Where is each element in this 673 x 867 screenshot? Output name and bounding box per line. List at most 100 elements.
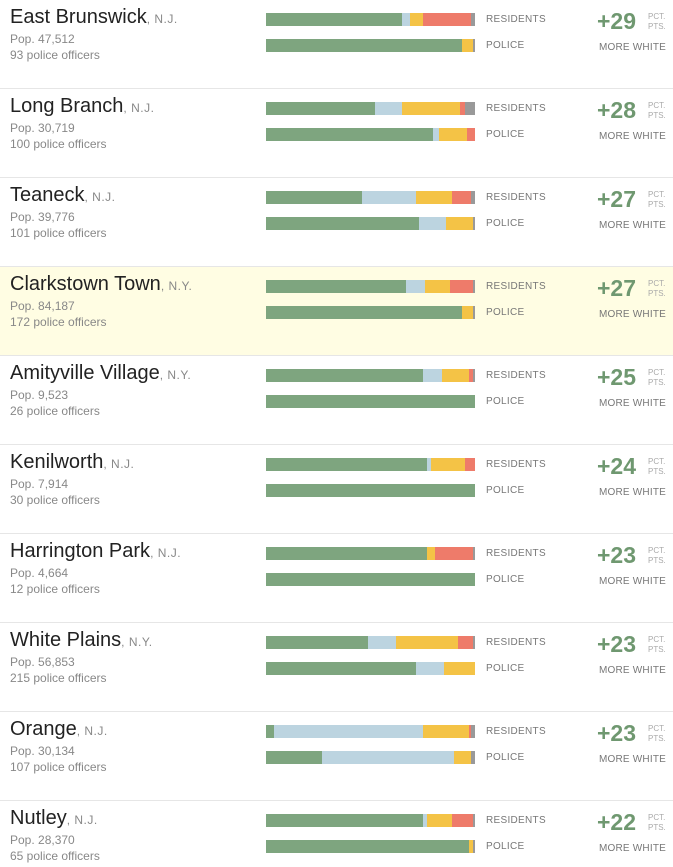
difference-value: +23 [597,720,637,746]
residents-segment-white [266,725,275,738]
residents-bar [266,636,475,649]
difference-value: +27 [597,186,637,212]
population-label: Pop. 4,664 [10,566,69,580]
officers-label: 107 police officers [10,760,107,774]
police-label: POLICE [486,396,525,407]
police-segment-white [266,840,469,853]
officers-label: 26 police officers [10,404,100,418]
officers-label: 101 police officers [10,226,107,240]
police-bar [266,484,475,497]
police-bar [266,306,475,319]
residents-label: RESIDENTS [486,637,546,648]
police-segment-hispanic [439,128,467,141]
unit-label: PCT. PTS. [648,368,666,387]
police-segment-asian [466,128,475,141]
residents-segment-black [426,458,432,471]
police-segment-white [266,128,434,141]
town-state: , N.J. [76,724,108,738]
police-label: POLICE [486,129,525,140]
residents-bar [266,547,475,560]
officers-label: 215 police officers [10,671,107,685]
population-label: Pop. 30,134 [10,744,75,758]
police-label: POLICE [486,574,525,585]
police-segment-hispanic [462,306,473,319]
residents-segment-hispanic [426,547,436,560]
residents-bar [266,814,475,827]
residents-bar [266,725,475,738]
population-label: Pop. 56,853 [10,655,75,669]
police-segment-black [418,217,446,230]
more-white-label: MORE WHITE [599,487,666,498]
town-name: East Brunswick [10,6,147,28]
officers-label: 172 police officers [10,315,107,329]
unit-label: PCT. PTS. [648,813,666,832]
unit-label: PCT. PTS. [648,190,666,209]
residents-segment-hispanic [422,725,469,738]
police-segment-hispanic [443,662,475,675]
more-white-label: MORE WHITE [599,843,666,854]
residents-segment-other [470,725,475,738]
police-segment-white [266,484,475,497]
town-row: Nutley, N.J. Pop. 28,370 65 police offic… [0,801,673,867]
town-row: East Brunswick, N.J. Pop. 47,512 93 poli… [0,0,673,89]
residents-segment-black [406,280,425,293]
residents-segment-other [472,547,475,560]
police-label: POLICE [486,307,525,318]
police-segment-other [472,840,475,853]
more-white-label: MORE WHITE [599,754,666,765]
residents-label: RESIDENTS [486,192,546,203]
residents-bar [266,369,475,382]
population-label: Pop. 47,512 [10,32,75,46]
residents-label: RESIDENTS [486,14,546,25]
difference-value: +25 [597,364,637,390]
police-label: POLICE [486,218,525,229]
difference-value: +23 [597,631,637,657]
police-segment-black [322,751,455,764]
unit-label: PCT. PTS. [648,12,666,31]
residents-segment-white [266,13,402,26]
police-bar [266,217,475,230]
difference-value: +28 [597,97,637,123]
town-row: Long Branch, N.J. Pop. 30,719 100 police… [0,89,673,178]
police-segment-white [266,751,323,764]
town-heading: Kenilworth, N.J. [10,451,134,474]
town-state: , N.Y. [121,635,153,649]
more-white-label: MORE WHITE [599,665,666,676]
town-row: Kenilworth, N.J. Pop. 7,914 30 police of… [0,445,673,534]
more-white-label: MORE WHITE [599,398,666,409]
town-name: Teaneck [10,184,85,206]
residents-segment-hispanic [395,636,459,649]
police-segment-white [266,395,475,408]
residents-bar [266,280,475,293]
unit-label: PCT. PTS. [648,724,666,743]
population-label: Pop. 30,719 [10,121,75,135]
unit-label: PCT. PTS. [648,457,666,476]
police-segment-white [266,306,463,319]
police-label: POLICE [486,841,525,852]
officers-label: 100 police officers [10,137,107,151]
police-label: POLICE [486,752,525,763]
town-state: , N.J. [66,813,98,827]
residents-segment-hispanic [410,13,423,26]
residents-label: RESIDENTS [486,815,546,826]
unit-label: PCT. PTS. [648,279,666,298]
residents-segment-hispanic [426,814,452,827]
police-bar [266,662,475,675]
town-row: White Plains, N.Y. Pop. 56,853 215 polic… [0,623,673,712]
town-state: , N.J. [146,12,178,26]
residents-label: RESIDENTS [486,548,546,559]
residents-segment-hispanic [424,280,450,293]
residents-segment-white [266,458,427,471]
more-white-label: MORE WHITE [599,42,666,53]
police-bar [266,395,475,408]
residents-segment-white [266,814,423,827]
unit-label: PCT. PTS. [648,101,666,120]
residents-label: RESIDENTS [486,281,546,292]
town-heading: White Plains, N.Y. [10,629,153,652]
town-state: , N.J. [150,546,182,560]
town-name: White Plains [10,629,122,651]
residents-segment-hispanic [416,191,452,204]
difference-value: +23 [597,542,637,568]
police-bar [266,840,475,853]
residents-segment-asian [468,725,471,738]
